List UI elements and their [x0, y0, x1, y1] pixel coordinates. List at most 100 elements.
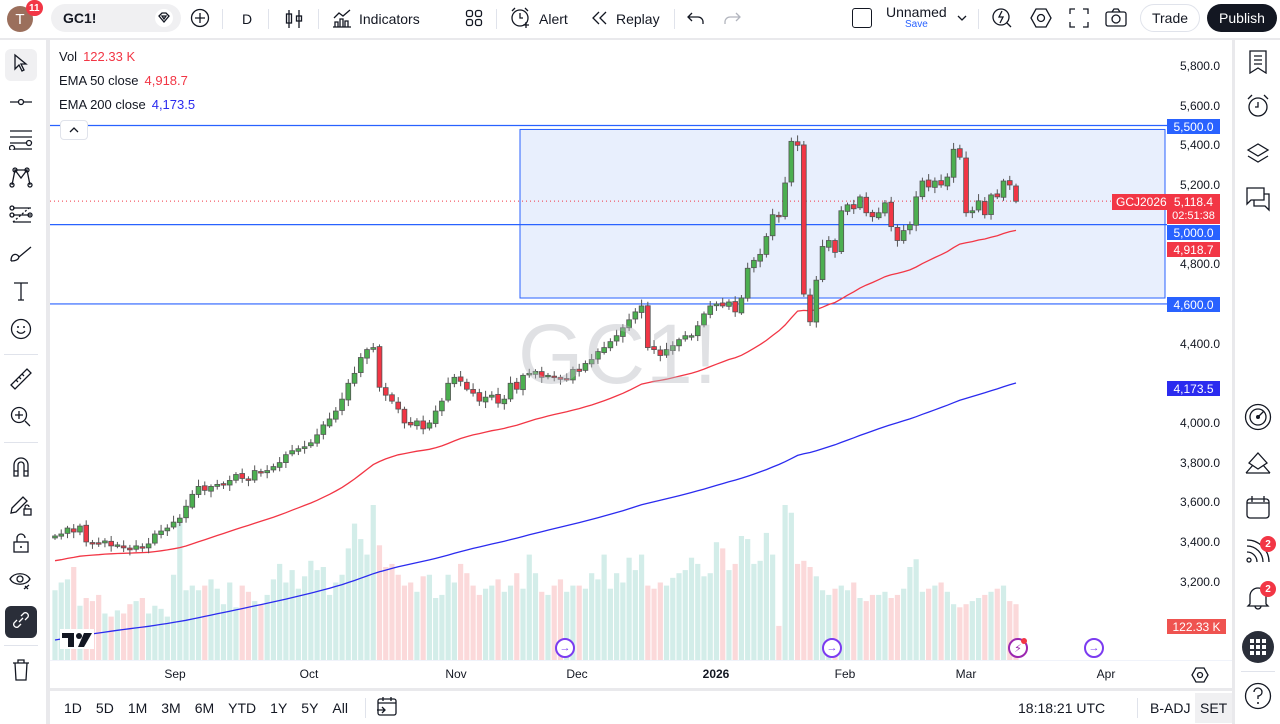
time-tick: Mar: [955, 667, 977, 681]
time-tick: Apr: [1096, 667, 1116, 681]
help-button[interactable]: [1241, 681, 1275, 715]
range-6m[interactable]: 6M: [194, 699, 215, 716]
brush-tool[interactable]: [5, 239, 37, 271]
back-adjustment-toggle[interactable]: B-ADJ: [1150, 700, 1191, 716]
layout-dropdown-chevron-icon[interactable]: [956, 11, 968, 29]
price-tick: 5,400.0: [1179, 138, 1220, 153]
news-feed-button[interactable]: [1241, 536, 1275, 570]
cursor-arrow-icon: [12, 53, 30, 78]
range-ytd[interactable]: YTD: [228, 699, 257, 716]
eye-icon: [9, 570, 33, 597]
text-t-icon: [12, 281, 30, 306]
price-tick: 3,600.0: [1179, 495, 1220, 510]
alert-button[interactable]: Alert: [539, 11, 568, 27]
cursor-tool[interactable]: [5, 49, 37, 81]
arrow-right-icon: →: [826, 642, 838, 654]
indicators-button[interactable]: Indicators: [359, 11, 420, 27]
chats-button[interactable]: [1241, 184, 1275, 218]
goto-date-calendar-icon[interactable]: [376, 696, 398, 719]
interval-button[interactable]: D: [242, 11, 253, 27]
layout-save-link[interactable]: Save: [905, 19, 928, 30]
clock-timezone[interactable]: 18:18:21 UTC: [1018, 700, 1106, 716]
layouts-grid-icon[interactable]: [465, 9, 483, 32]
price-tick: 3,400.0: [1179, 534, 1220, 549]
compare-add-icon[interactable]: [190, 8, 210, 33]
help-question-icon: [1244, 682, 1272, 715]
object-tree-button[interactable]: [1241, 138, 1275, 172]
camera-snapshot-icon[interactable]: [1105, 8, 1127, 33]
quick-search-lightning-icon[interactable]: [991, 7, 1013, 34]
pattern-tool[interactable]: [5, 163, 37, 195]
time-axis-divider: [50, 660, 1232, 661]
range-3m[interactable]: 3M: [161, 699, 181, 716]
diamond-icon[interactable]: [155, 9, 173, 27]
zoom-in-icon: [10, 406, 32, 433]
hide-drawings-tool[interactable]: [5, 567, 37, 599]
symbol-search[interactable]: GC1!: [51, 4, 181, 32]
watchlist-button[interactable]: [1241, 47, 1275, 81]
layout-checkbox[interactable]: [852, 8, 872, 28]
calendar-button[interactable]: [1241, 492, 1275, 526]
event-marker-dec[interactable]: →: [555, 638, 575, 658]
range-5d[interactable]: 5D: [95, 699, 114, 716]
legend-ema200[interactable]: EMA 200 close 4,173.5: [59, 97, 196, 112]
magnet-icon: [11, 456, 31, 483]
fullscreen-icon[interactable]: [1069, 8, 1089, 33]
legend-ema50[interactable]: EMA 50 close 4,918.7: [59, 73, 188, 88]
event-marker-apr[interactable]: →: [1084, 638, 1104, 658]
event-marker-feb[interactable]: →: [822, 638, 842, 658]
fib-tool[interactable]: [5, 125, 37, 157]
mountain-peaks-icon: [1245, 451, 1271, 480]
zoom-in-tool[interactable]: [5, 403, 37, 435]
alarm-clock-icon: [1245, 93, 1271, 124]
symbol-name: GC1!: [63, 10, 97, 26]
measure-tool[interactable]: [5, 365, 37, 397]
tradingview-logo[interactable]: [60, 629, 94, 649]
range-1d[interactable]: 1D: [64, 699, 82, 716]
sync-drawings-tool[interactable]: [5, 606, 37, 638]
range-1m[interactable]: 1M: [127, 699, 148, 716]
layout-name[interactable]: Unnamed: [886, 4, 947, 20]
products-menu-button[interactable]: [1241, 630, 1275, 664]
symbol-watermark: GC1!: [518, 307, 719, 401]
lock-drawings-tool[interactable]: [5, 491, 37, 523]
pencil-lock-icon: [9, 493, 33, 522]
emoji-tool[interactable]: [5, 315, 37, 347]
date-range-buttons: 1D 5D 1M 3M 6M YTD 1Y 5Y All: [57, 700, 355, 716]
contract-label: GCJ2026: [1112, 194, 1171, 210]
redo-icon[interactable]: [724, 10, 742, 31]
range-all[interactable]: All: [332, 699, 348, 716]
fib-retracement-icon: [8, 128, 33, 155]
remove-drawings-tool[interactable]: [5, 656, 37, 688]
publish-button[interactable]: Publish: [1207, 4, 1277, 32]
text-tool[interactable]: [5, 277, 37, 309]
link-chain-icon: [10, 609, 32, 636]
trend-line-tool[interactable]: [5, 87, 37, 119]
brush-icon: [9, 243, 33, 268]
indicators-icon[interactable]: [332, 8, 352, 33]
alert-clock-icon[interactable]: [510, 7, 532, 34]
last-price-tag: 5,118.4 02:51:38: [1167, 194, 1220, 224]
legend-volume[interactable]: Vol 122.33 K: [59, 49, 136, 64]
forecast-tool[interactable]: [5, 201, 37, 233]
replay-icon[interactable]: [591, 10, 609, 31]
axis-settings-icon[interactable]: [1191, 667, 1209, 688]
replay-button[interactable]: Replay: [616, 11, 660, 27]
collapse-legend-button[interactable]: [60, 120, 88, 140]
range-1y[interactable]: 1Y: [270, 699, 288, 716]
ideas-button[interactable]: [1241, 448, 1275, 482]
candles-chart-type-icon[interactable]: [285, 9, 303, 34]
session-toggle[interactable]: SET: [1195, 693, 1233, 723]
price-chart-canvas[interactable]: [50, 40, 1232, 688]
settings-hexagon-icon[interactable]: [1030, 7, 1052, 34]
range-5y[interactable]: 5Y: [301, 699, 319, 716]
time-tick: Dec: [566, 667, 588, 681]
trade-button[interactable]: Trade: [1140, 4, 1200, 32]
lock-all-tool[interactable]: [5, 529, 37, 561]
undo-icon[interactable]: [687, 10, 705, 31]
ema50-tag: 4,918.7: [1167, 242, 1220, 257]
magnet-tool[interactable]: [5, 453, 37, 485]
screener-button[interactable]: [1241, 402, 1275, 436]
alerts-panel-button[interactable]: [1241, 91, 1275, 125]
chart-pane[interactable]: GC1! Vol 122.33 K EMA 50 close 4,918.7 EMA…: [50, 40, 1232, 688]
